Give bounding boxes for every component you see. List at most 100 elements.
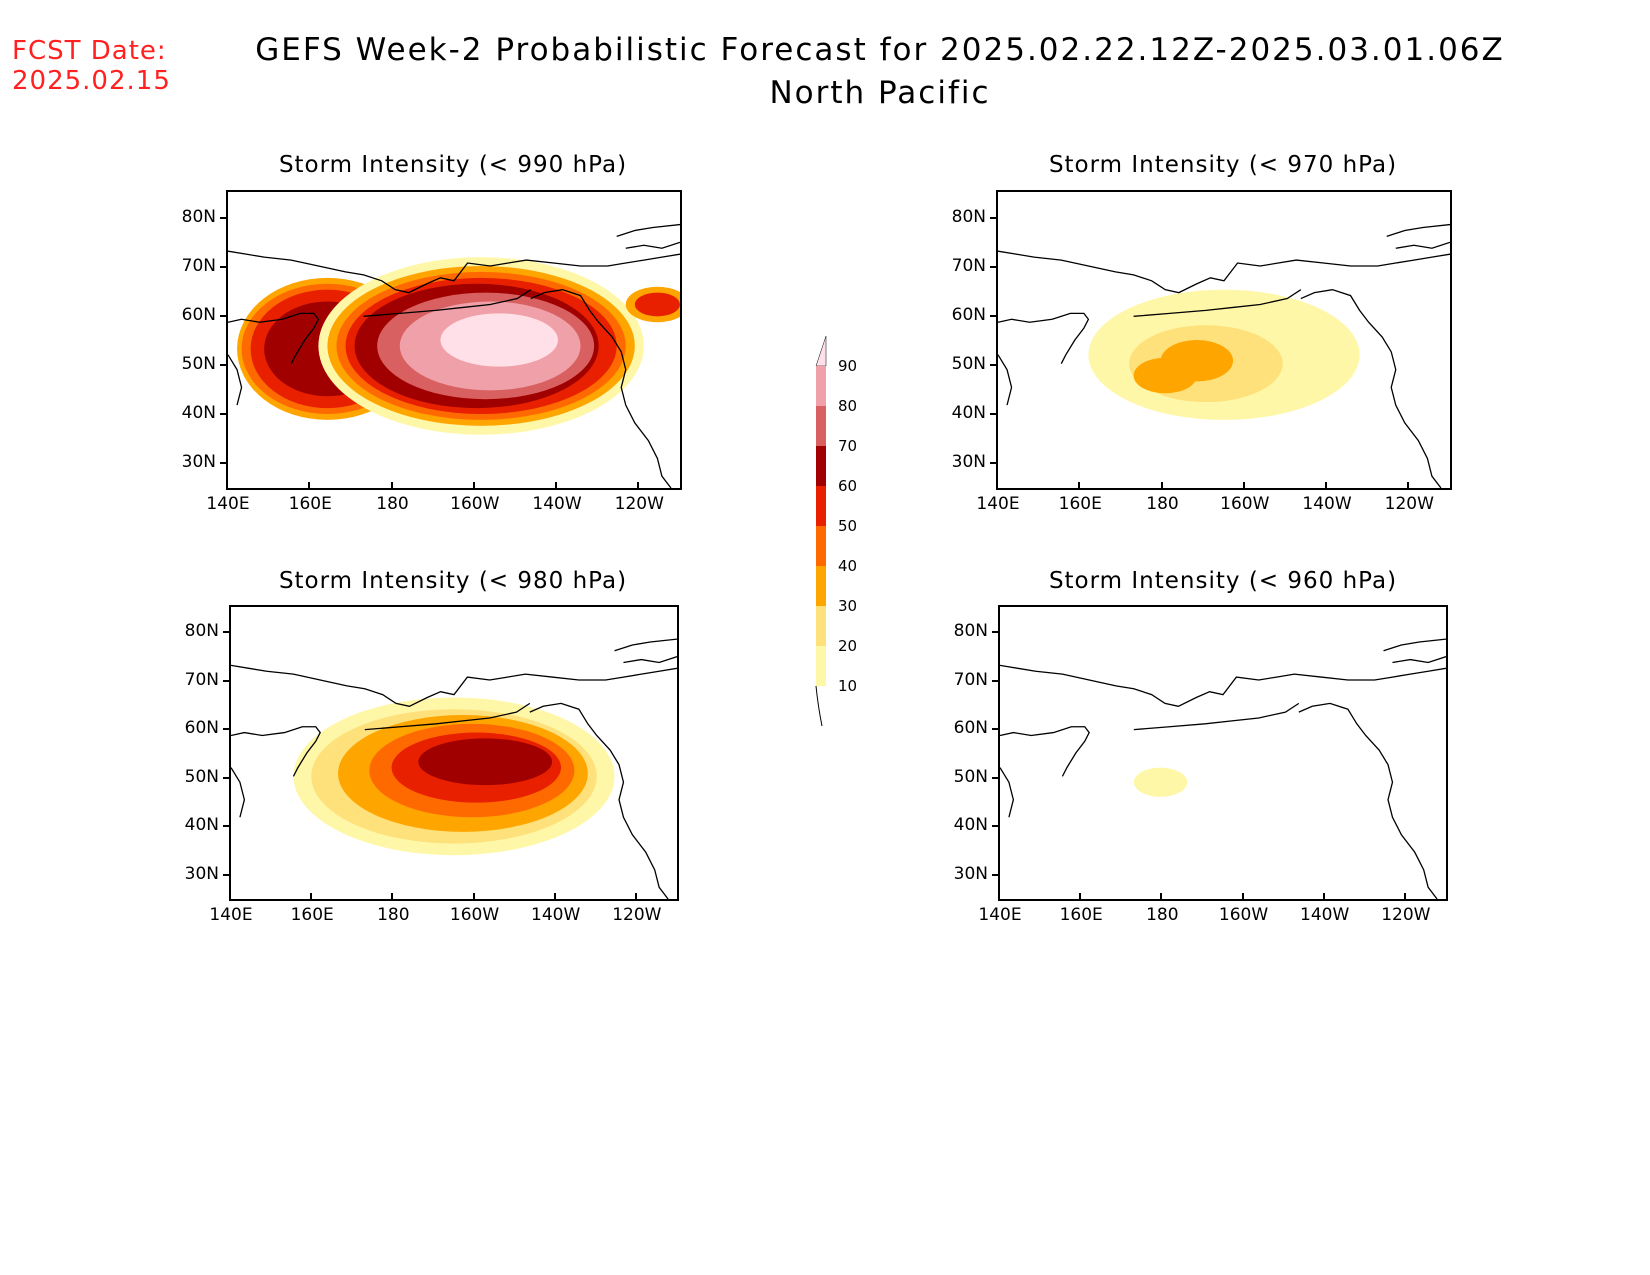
lat-tick-label: 30N (181, 452, 216, 473)
lat-tick-mark (220, 265, 228, 268)
probability-contour-50 (634, 292, 680, 317)
coastline (530, 289, 672, 488)
coastline (623, 656, 677, 664)
lat-tick-mark (220, 364, 228, 367)
lon-tick-label: 180 (1146, 494, 1179, 514)
colorbar-swatch-10 (816, 646, 826, 686)
lat-tick-mark (223, 873, 231, 876)
lon-tick-mark (1078, 482, 1081, 490)
region-subtitle: North Pacific (769, 75, 991, 111)
lon-tick-label: 140E (978, 905, 1022, 925)
lat-tick-label: 30N (184, 863, 219, 884)
panel-970-map (996, 190, 1452, 490)
coastline (231, 767, 246, 818)
lat-tick-label: 60N (181, 304, 216, 325)
lon-tick-label: 140W (1302, 494, 1352, 514)
lat-tick-mark (220, 462, 228, 465)
lat-tick-mark (223, 631, 231, 634)
panel-980-map (229, 605, 679, 901)
lat-tick-mark (220, 413, 228, 416)
lat-tick-label: 80N (951, 206, 986, 227)
lon-tick-mark (996, 482, 998, 490)
lat-tick-mark (990, 413, 998, 416)
lat-tick-label: 50N (184, 766, 219, 787)
colorbar-label: 40 (838, 557, 858, 575)
lat-tick-label: 80N (181, 206, 216, 227)
map-canvas (228, 223, 680, 488)
lon-tick-label: 180 (1146, 905, 1179, 925)
lat-tick-mark (223, 776, 231, 779)
lon-tick-mark (553, 893, 556, 901)
lat-tick-mark (992, 776, 1000, 779)
coastline (1392, 656, 1446, 664)
lat-tick-label: 80N (184, 621, 219, 642)
lat-tick-label: 30N (951, 452, 986, 473)
lat-tick-mark (992, 631, 1000, 634)
colorbar-swatch-70 (816, 406, 826, 446)
map-canvas (1000, 638, 1446, 899)
lon-tick-mark (472, 893, 475, 901)
lon-tick-mark (229, 893, 231, 901)
forecast-date-value: 2025.02.15 (12, 66, 171, 96)
colorbar-bottom-extension (815, 685, 823, 727)
lat-tick-label: 70N (184, 669, 219, 690)
lat-tick-label: 80N (953, 621, 988, 642)
coastline (228, 354, 243, 406)
colorbar-label: 90 (838, 357, 858, 375)
lon-tick-mark (310, 893, 313, 901)
coastline (616, 223, 680, 238)
lon-tick-mark (1242, 482, 1245, 490)
lat-tick-mark (992, 825, 1000, 828)
lon-tick-label: 140W (532, 494, 582, 514)
lat-tick-label: 70N (953, 669, 988, 690)
lon-tick-mark (472, 482, 475, 490)
lon-tick-label: 180 (376, 494, 409, 514)
coastline (998, 250, 1450, 294)
colorbar-swatch-40 (816, 526, 826, 566)
colorbar-swatch-50 (816, 486, 826, 526)
lon-tick-label: 120W (1381, 905, 1431, 925)
coastline (1395, 241, 1450, 249)
coastline (363, 289, 532, 317)
colorbar-label: 60 (838, 477, 858, 495)
forecast-date-block: FCST Date: 2025.02.15 (12, 36, 171, 96)
coastline (1133, 289, 1302, 317)
lat-tick-mark (992, 679, 1000, 682)
lon-tick-label: 140E (206, 494, 250, 514)
panel-990-title: Storm Intensity (< 990 hPa) (278, 152, 628, 178)
lon-tick-mark (1160, 893, 1163, 901)
colorbar-label: 10 (838, 677, 858, 695)
lat-tick-mark (990, 265, 998, 268)
colorbar-label: 80 (838, 397, 858, 415)
probability-contour-90 (440, 313, 558, 367)
lat-tick-mark (990, 364, 998, 367)
main-title: GEFS Week-2 Probabilistic Forecast for 2… (255, 32, 1505, 68)
lon-tick-label: 140W (1300, 905, 1350, 925)
panel-970-title: Storm Intensity (< 970 hPa) (1048, 152, 1398, 178)
lat-tick-mark (992, 873, 1000, 876)
colorbar-label: 30 (838, 597, 858, 615)
coastline (529, 702, 669, 899)
probability-contour-10 (1133, 767, 1188, 797)
lon-tick-mark (391, 893, 394, 901)
lat-tick-mark (223, 728, 231, 731)
lon-tick-label: 140W (531, 905, 581, 925)
colorbar-swatch-30 (816, 566, 826, 606)
lat-tick-label: 50N (181, 354, 216, 375)
coastline (625, 241, 680, 249)
lon-tick-label: 160E (1059, 905, 1103, 925)
colorbar-label: 50 (838, 517, 858, 535)
lon-tick-mark (1079, 893, 1082, 901)
colorbar-canvas (815, 335, 827, 727)
coastline (614, 638, 677, 652)
coastline (1300, 289, 1442, 488)
lat-tick-label: 60N (953, 718, 988, 739)
lat-tick-mark (223, 679, 231, 682)
map-canvas (998, 223, 1450, 488)
coastline (1000, 767, 1015, 818)
lon-tick-label: 160E (290, 905, 334, 925)
lat-tick-mark (990, 216, 998, 219)
coastline (1383, 638, 1446, 652)
lat-tick-label: 60N (184, 718, 219, 739)
lat-tick-mark (223, 825, 231, 828)
